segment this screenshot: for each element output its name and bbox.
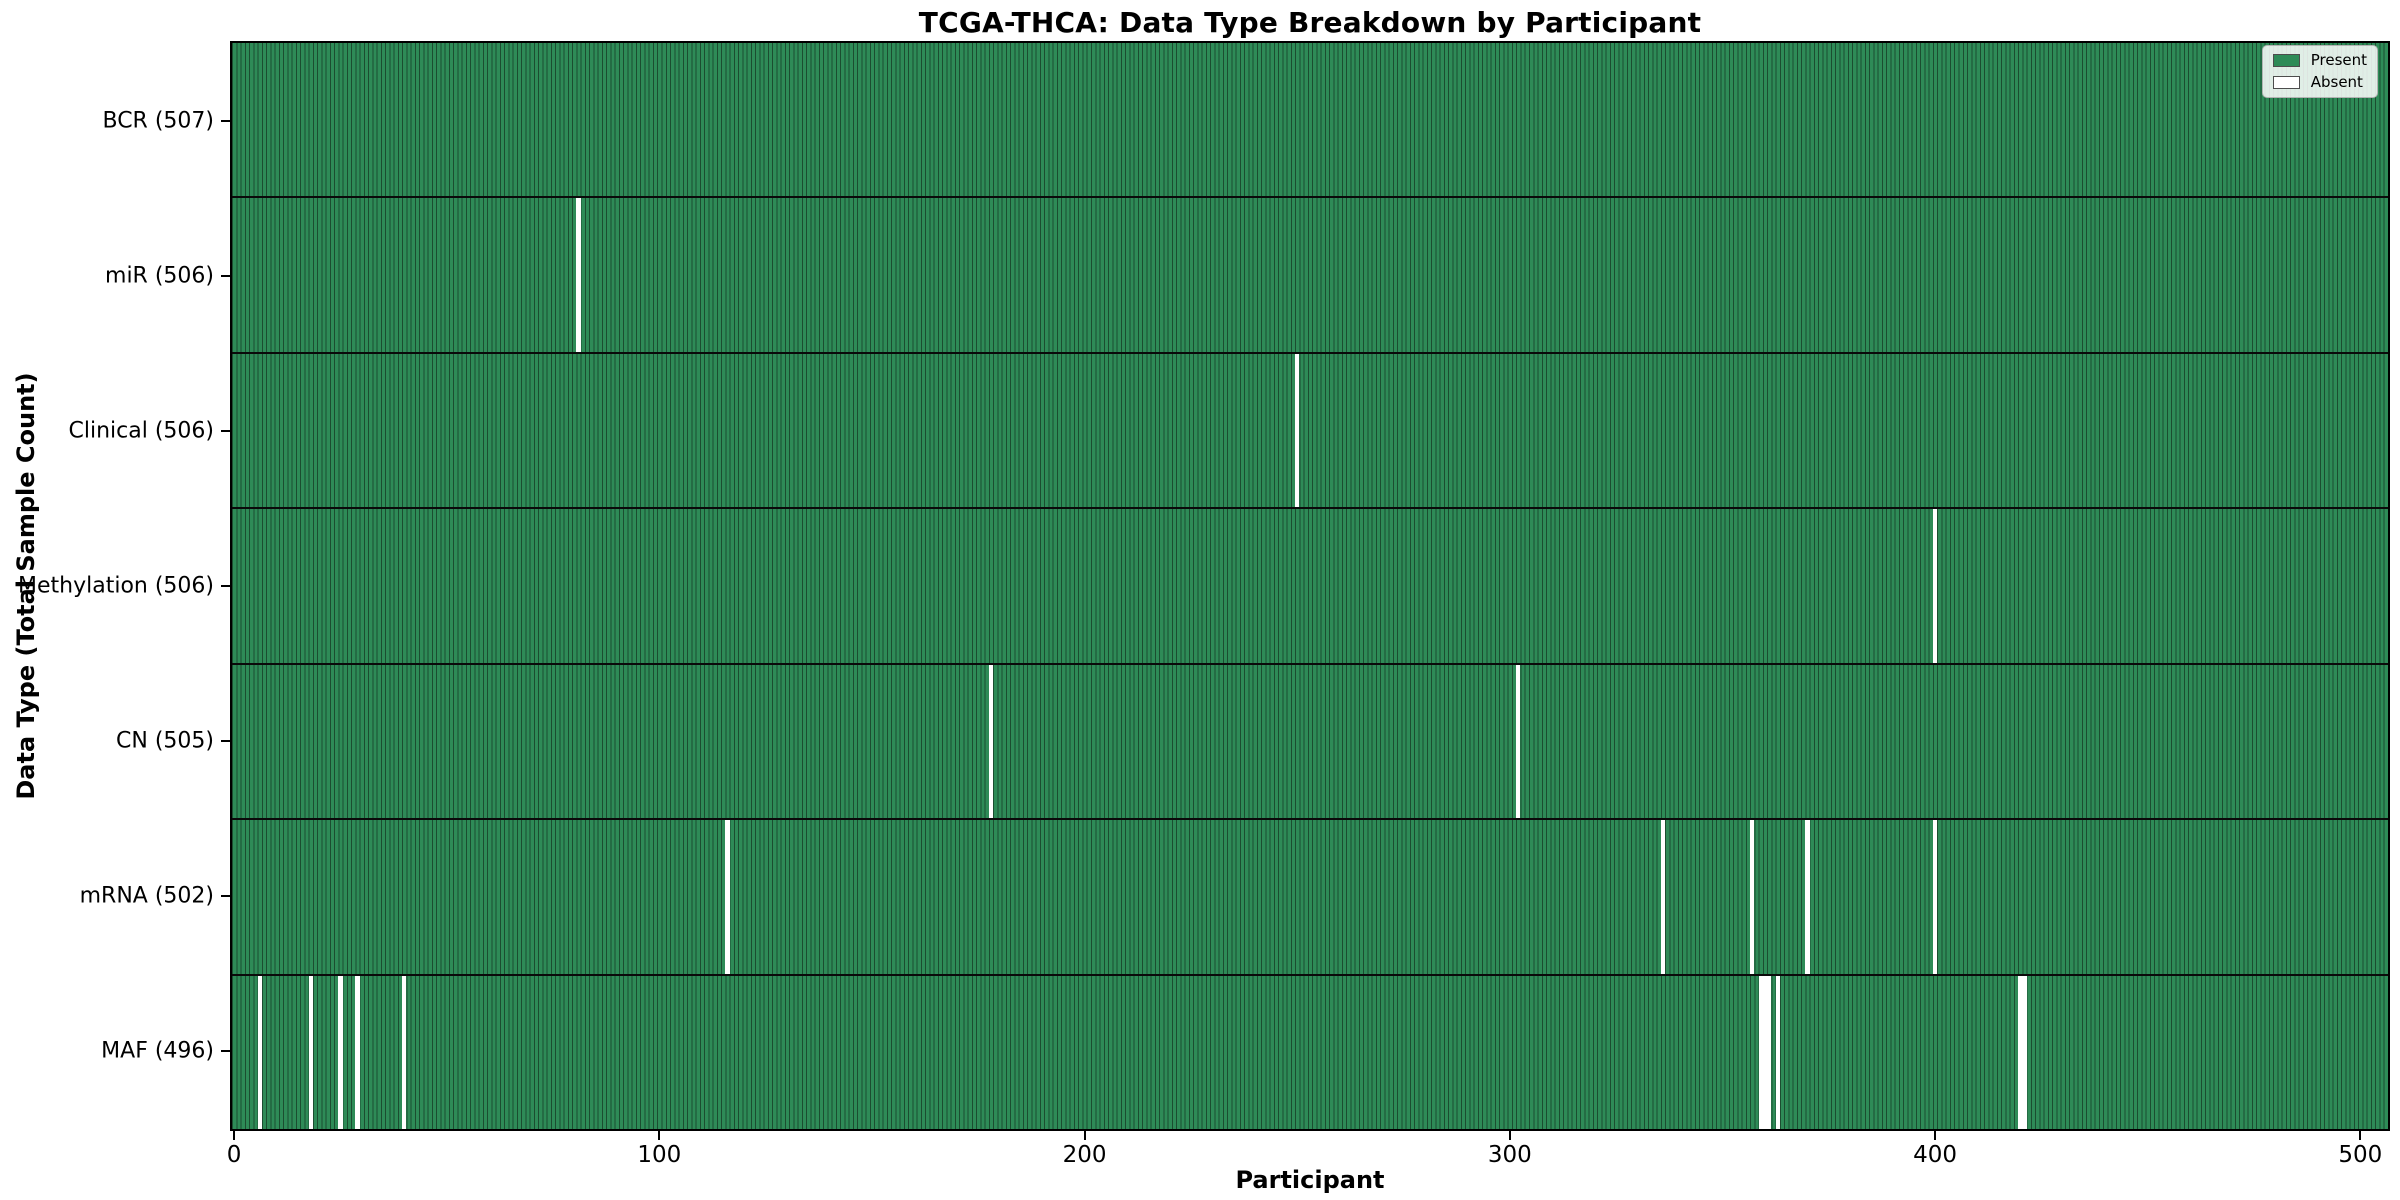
x-tick-label: 500 xyxy=(2338,1142,2383,1168)
y-tick-mark xyxy=(221,740,230,743)
chart-title: TCGA-THCA: Data Type Breakdown by Partic… xyxy=(918,6,1702,39)
y-tick-label: Methylation (506) xyxy=(18,573,214,599)
absent-gap xyxy=(576,198,581,352)
y-tick-mark xyxy=(221,585,230,587)
x-tick-label: 200 xyxy=(1062,1142,1107,1168)
y-tick-label: BCR (507) xyxy=(102,108,214,134)
data-row-clinical xyxy=(232,353,2388,510)
x-tick-mark xyxy=(2359,1131,2362,1140)
absent-gap xyxy=(988,664,994,819)
data-row-mir xyxy=(232,198,2388,354)
absent-gap xyxy=(1805,820,1810,974)
data-row-maf xyxy=(232,975,2388,1129)
y-tick-label: MAF (496) xyxy=(101,1038,214,1064)
x-tick-mark xyxy=(1083,1131,1086,1140)
data-row-methylation xyxy=(232,509,2388,665)
x-tick-mark xyxy=(233,1131,236,1140)
data-row-cn xyxy=(232,664,2388,821)
y-tick-mark xyxy=(221,119,230,122)
legend-entry-present: Present xyxy=(2272,51,2367,69)
y-tick-mark xyxy=(221,274,230,277)
absent-gap xyxy=(338,975,343,1129)
x-tick-label: 100 xyxy=(637,1142,682,1168)
absent-gap xyxy=(1932,509,1938,663)
y-tick-label: CN (505) xyxy=(116,728,214,754)
absent-gap xyxy=(1295,353,1300,508)
absent-gap xyxy=(1775,975,1780,1129)
x-tick-label: 400 xyxy=(1913,1142,1958,1168)
absent-gap xyxy=(1750,820,1755,974)
data-row-bcr xyxy=(232,43,2388,199)
data-row-mrna xyxy=(232,820,2388,976)
x-tick-label: 0 xyxy=(226,1142,242,1168)
absent-gap xyxy=(725,820,730,974)
legend-entry-absent: Absent xyxy=(2272,73,2367,91)
absent-gap xyxy=(1516,664,1521,819)
absent-gap xyxy=(1767,975,1772,1129)
x-tick-label: 300 xyxy=(1487,1142,1532,1168)
absent-gap xyxy=(355,975,360,1129)
x-tick-mark xyxy=(658,1131,661,1140)
y-tick-label: Clinical (506) xyxy=(68,418,214,444)
absent-gap xyxy=(2018,975,2023,1129)
x-tick-mark xyxy=(1934,1131,1937,1140)
y-tick-label: miR (506) xyxy=(105,263,214,289)
absent-gap xyxy=(402,975,407,1129)
absent-gap xyxy=(1762,975,1768,1129)
y-tick-mark xyxy=(221,1050,230,1053)
y-tick-mark xyxy=(221,429,230,432)
absent-gap xyxy=(1660,820,1666,974)
legend-label-present: Present xyxy=(2310,51,2367,69)
absent-gap xyxy=(308,975,313,1129)
absent-gap xyxy=(1758,975,1763,1129)
plot-rows xyxy=(232,43,2388,1129)
plot-area xyxy=(230,41,2390,1131)
x-tick-mark xyxy=(1508,1131,1511,1140)
x-axis-label: Participant xyxy=(1235,1166,1385,1194)
absent-swatch xyxy=(2272,76,2300,89)
legend: Present Absent xyxy=(2261,45,2378,98)
y-tick-label: mRNA (502) xyxy=(79,883,214,909)
present-swatch xyxy=(2272,54,2300,67)
absent-gap xyxy=(257,975,262,1129)
legend-label-absent: Absent xyxy=(2310,73,2363,91)
absent-gap xyxy=(2022,975,2027,1129)
y-tick-mark xyxy=(221,895,230,898)
absent-gap xyxy=(1932,820,1938,974)
